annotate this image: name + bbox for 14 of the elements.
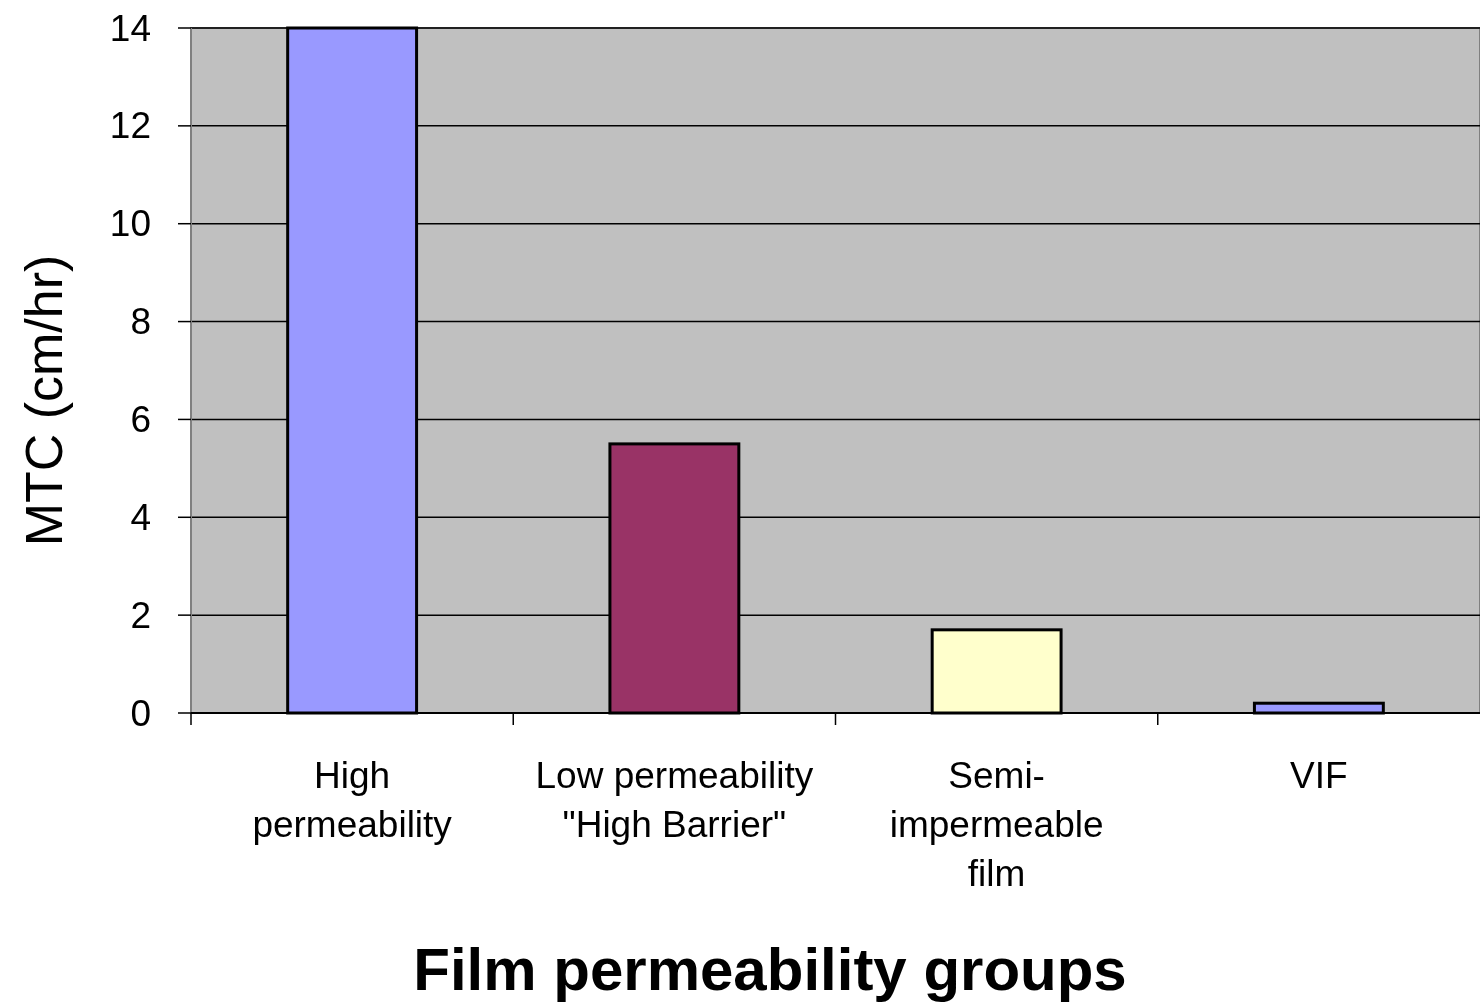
y-tick-label: 10 [109,203,151,245]
y-axis-title: MTC (cm/hr) [15,254,73,547]
y-tick-label: 8 [130,301,151,343]
y-tick-label: 6 [130,398,151,440]
y-tick-label: 12 [109,105,151,147]
y-tick-label: 4 [130,496,151,538]
x-tick-label: VIF [1290,755,1348,796]
y-tick-label: 2 [130,594,151,636]
x-axis-title: Film permeability groups [413,936,1127,1003]
x-tick-label: Low permeability "High Barrier" [535,755,814,845]
y-tick-label: 14 [109,7,151,49]
x-tick-label: Semi- impermeable film [889,755,1104,894]
x-tick-label: High permeability [252,755,453,845]
y-tick-label: 0 [130,692,151,734]
